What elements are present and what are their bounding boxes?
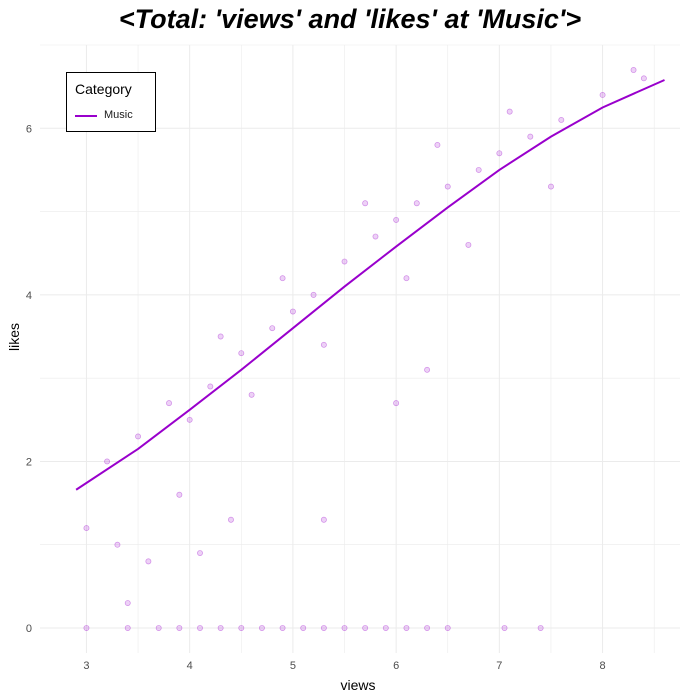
data-point	[320, 341, 327, 348]
y-tick-label: 2	[26, 456, 32, 468]
x-axis-title: views	[340, 677, 375, 693]
data-point	[217, 333, 224, 340]
data-point	[527, 133, 534, 140]
data-point	[424, 625, 431, 631]
data-point	[248, 391, 255, 398]
data-point	[217, 625, 224, 631]
data-point	[176, 491, 183, 498]
data-point	[501, 625, 508, 631]
legend-title: Category	[75, 81, 132, 97]
data-point	[197, 550, 203, 557]
data-point	[630, 67, 637, 73]
data-point	[228, 516, 234, 523]
data-point	[166, 400, 172, 407]
data-point	[548, 183, 554, 190]
data-point	[444, 183, 451, 190]
chart-title: <Total: 'views' and 'likes' at 'Music'>	[118, 4, 582, 34]
data-point	[506, 108, 513, 115]
x-axis-ticks: 3 4 5 6 7 8	[83, 660, 605, 672]
grid	[40, 44, 680, 653]
data-point	[341, 258, 348, 265]
legend-line-swatch	[75, 115, 97, 117]
data-point	[269, 325, 276, 332]
data-point	[537, 625, 544, 631]
data-point	[279, 625, 286, 631]
x-tick-label: 7	[496, 660, 502, 672]
y-axis-title: likes	[6, 323, 22, 351]
data-point	[155, 625, 162, 631]
x-tick-label: 6	[393, 660, 399, 672]
x-tick-label: 3	[83, 660, 89, 672]
x-tick-label: 8	[600, 660, 606, 672]
y-tick-label: 0	[26, 623, 32, 635]
data-point	[599, 92, 606, 98]
data-point	[434, 141, 441, 148]
data-point	[83, 525, 90, 532]
y-tick-label: 4	[26, 290, 32, 302]
data-point	[207, 383, 214, 390]
data-point	[496, 150, 503, 157]
data-point	[114, 541, 121, 548]
data-point	[238, 350, 245, 357]
data-point	[258, 625, 265, 631]
data-point	[413, 200, 420, 207]
data-point	[197, 625, 203, 631]
data-point	[393, 216, 400, 223]
data-point	[424, 366, 431, 373]
data-point	[83, 625, 90, 631]
data-point	[289, 308, 296, 315]
data-point	[640, 75, 647, 82]
data-point	[362, 200, 369, 207]
data-point	[558, 117, 565, 123]
data-point	[403, 275, 410, 282]
data-point	[382, 625, 389, 631]
data-point	[176, 625, 183, 631]
data-point	[186, 416, 193, 423]
legend: Category Music	[66, 72, 156, 132]
data-point	[145, 558, 152, 565]
data-point	[320, 516, 327, 523]
fit-line	[75, 79, 665, 491]
data-point	[124, 600, 131, 606]
data-point	[393, 400, 400, 407]
data-point	[403, 625, 410, 631]
y-tick-label: 6	[26, 123, 32, 135]
legend-label-music: Music	[104, 109, 133, 121]
data-point	[341, 625, 348, 631]
data-point	[300, 625, 307, 631]
data-point	[362, 625, 369, 631]
legend-key-music	[75, 109, 97, 123]
data-point	[238, 625, 245, 631]
data-point	[310, 291, 317, 298]
data-point	[372, 233, 379, 240]
data-point	[279, 275, 286, 282]
data-point	[135, 433, 142, 440]
data-point	[320, 625, 327, 631]
data-point	[465, 241, 472, 248]
x-tick-label: 4	[187, 660, 193, 672]
data-point	[475, 166, 482, 173]
x-tick-label: 5	[290, 660, 296, 672]
fit-line-layer	[75, 79, 665, 491]
data-point	[124, 625, 131, 631]
data-points	[83, 67, 647, 631]
y-axis-ticks: 0 2 4 6	[26, 123, 32, 635]
data-point	[444, 625, 451, 631]
data-point	[104, 458, 111, 465]
